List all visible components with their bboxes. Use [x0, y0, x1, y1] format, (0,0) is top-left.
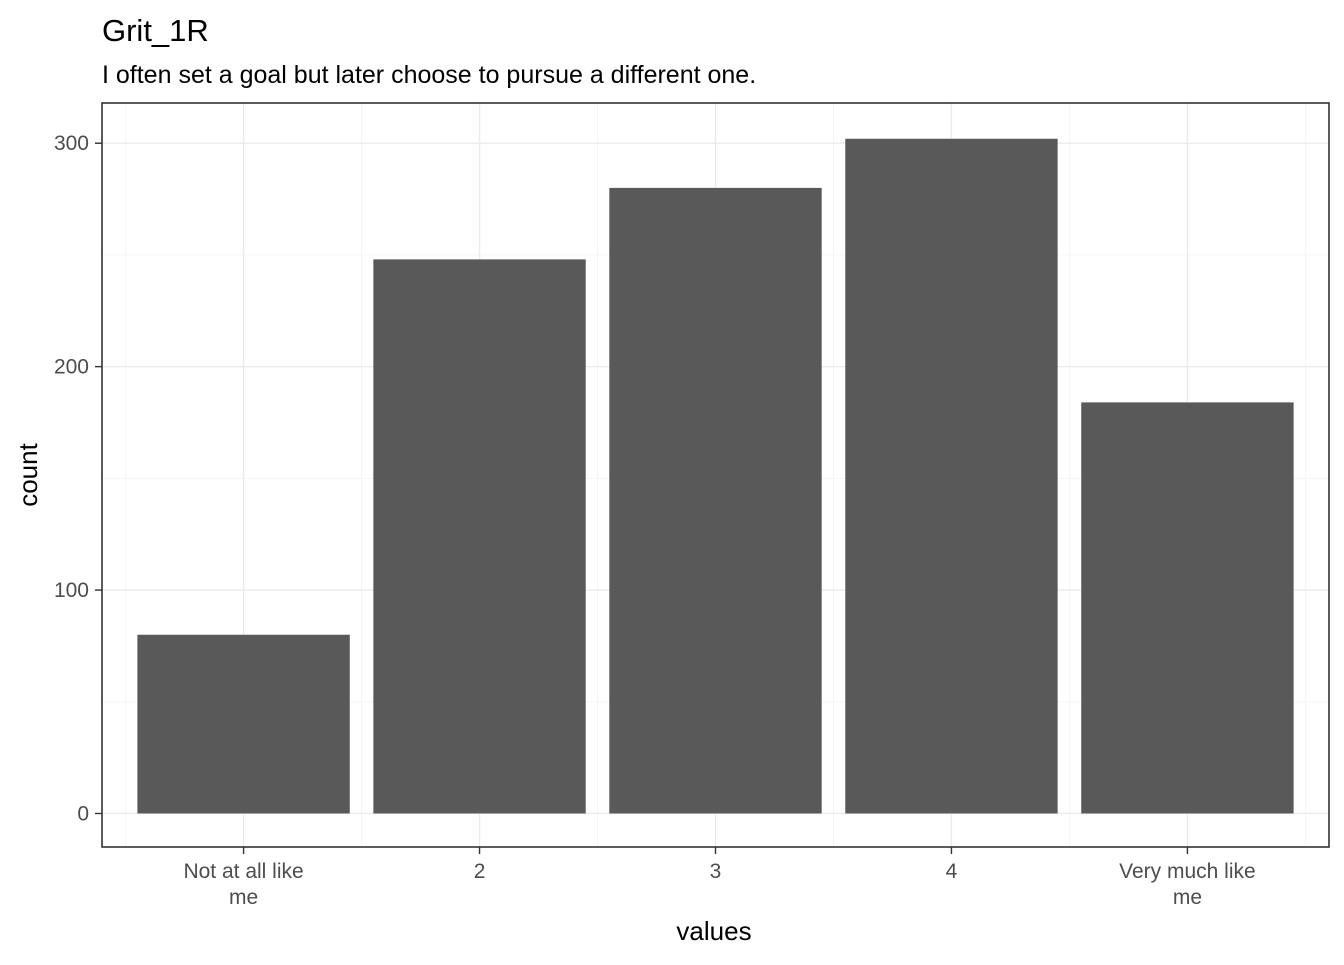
x-tick-label-line: Very much like	[1119, 860, 1256, 883]
x-tick-label: Very much like me	[1119, 860, 1256, 909]
y-tick-label: 0	[77, 802, 89, 825]
x-tick-label-line: 2	[474, 860, 486, 883]
x-tick-label-line: 4	[946, 860, 958, 883]
bar	[137, 634, 350, 814]
bars	[137, 138, 1294, 814]
x-tick-label-line: me	[1173, 886, 1202, 909]
chart-subtitle: I often set a goal but later choose to p…	[102, 61, 756, 89]
y-tick-label: 300	[54, 132, 89, 155]
x-tick-label: 2	[474, 860, 486, 883]
x-tick-label-line: 3	[710, 860, 722, 883]
y-tick-label: 100	[54, 579, 89, 602]
y-tick-label: 200	[54, 356, 89, 379]
x-axis-title: values	[676, 916, 751, 946]
chart-title: Grit_1R	[102, 13, 209, 48]
x-tick-label-line: me	[229, 886, 258, 909]
bar	[609, 187, 822, 814]
y-axis-title: count	[13, 442, 43, 506]
bar	[845, 138, 1058, 814]
axes: 0 100 200 300 Not at all like me 2 3 4 Very much …	[54, 132, 1256, 909]
x-tick-label: 4	[946, 860, 958, 883]
x-tick-label-line: Not at all like	[183, 860, 303, 883]
bar	[373, 259, 586, 814]
x-tick-label: 3	[710, 860, 722, 883]
bar	[1081, 402, 1294, 814]
x-tick-label: Not at all like me	[183, 860, 303, 909]
